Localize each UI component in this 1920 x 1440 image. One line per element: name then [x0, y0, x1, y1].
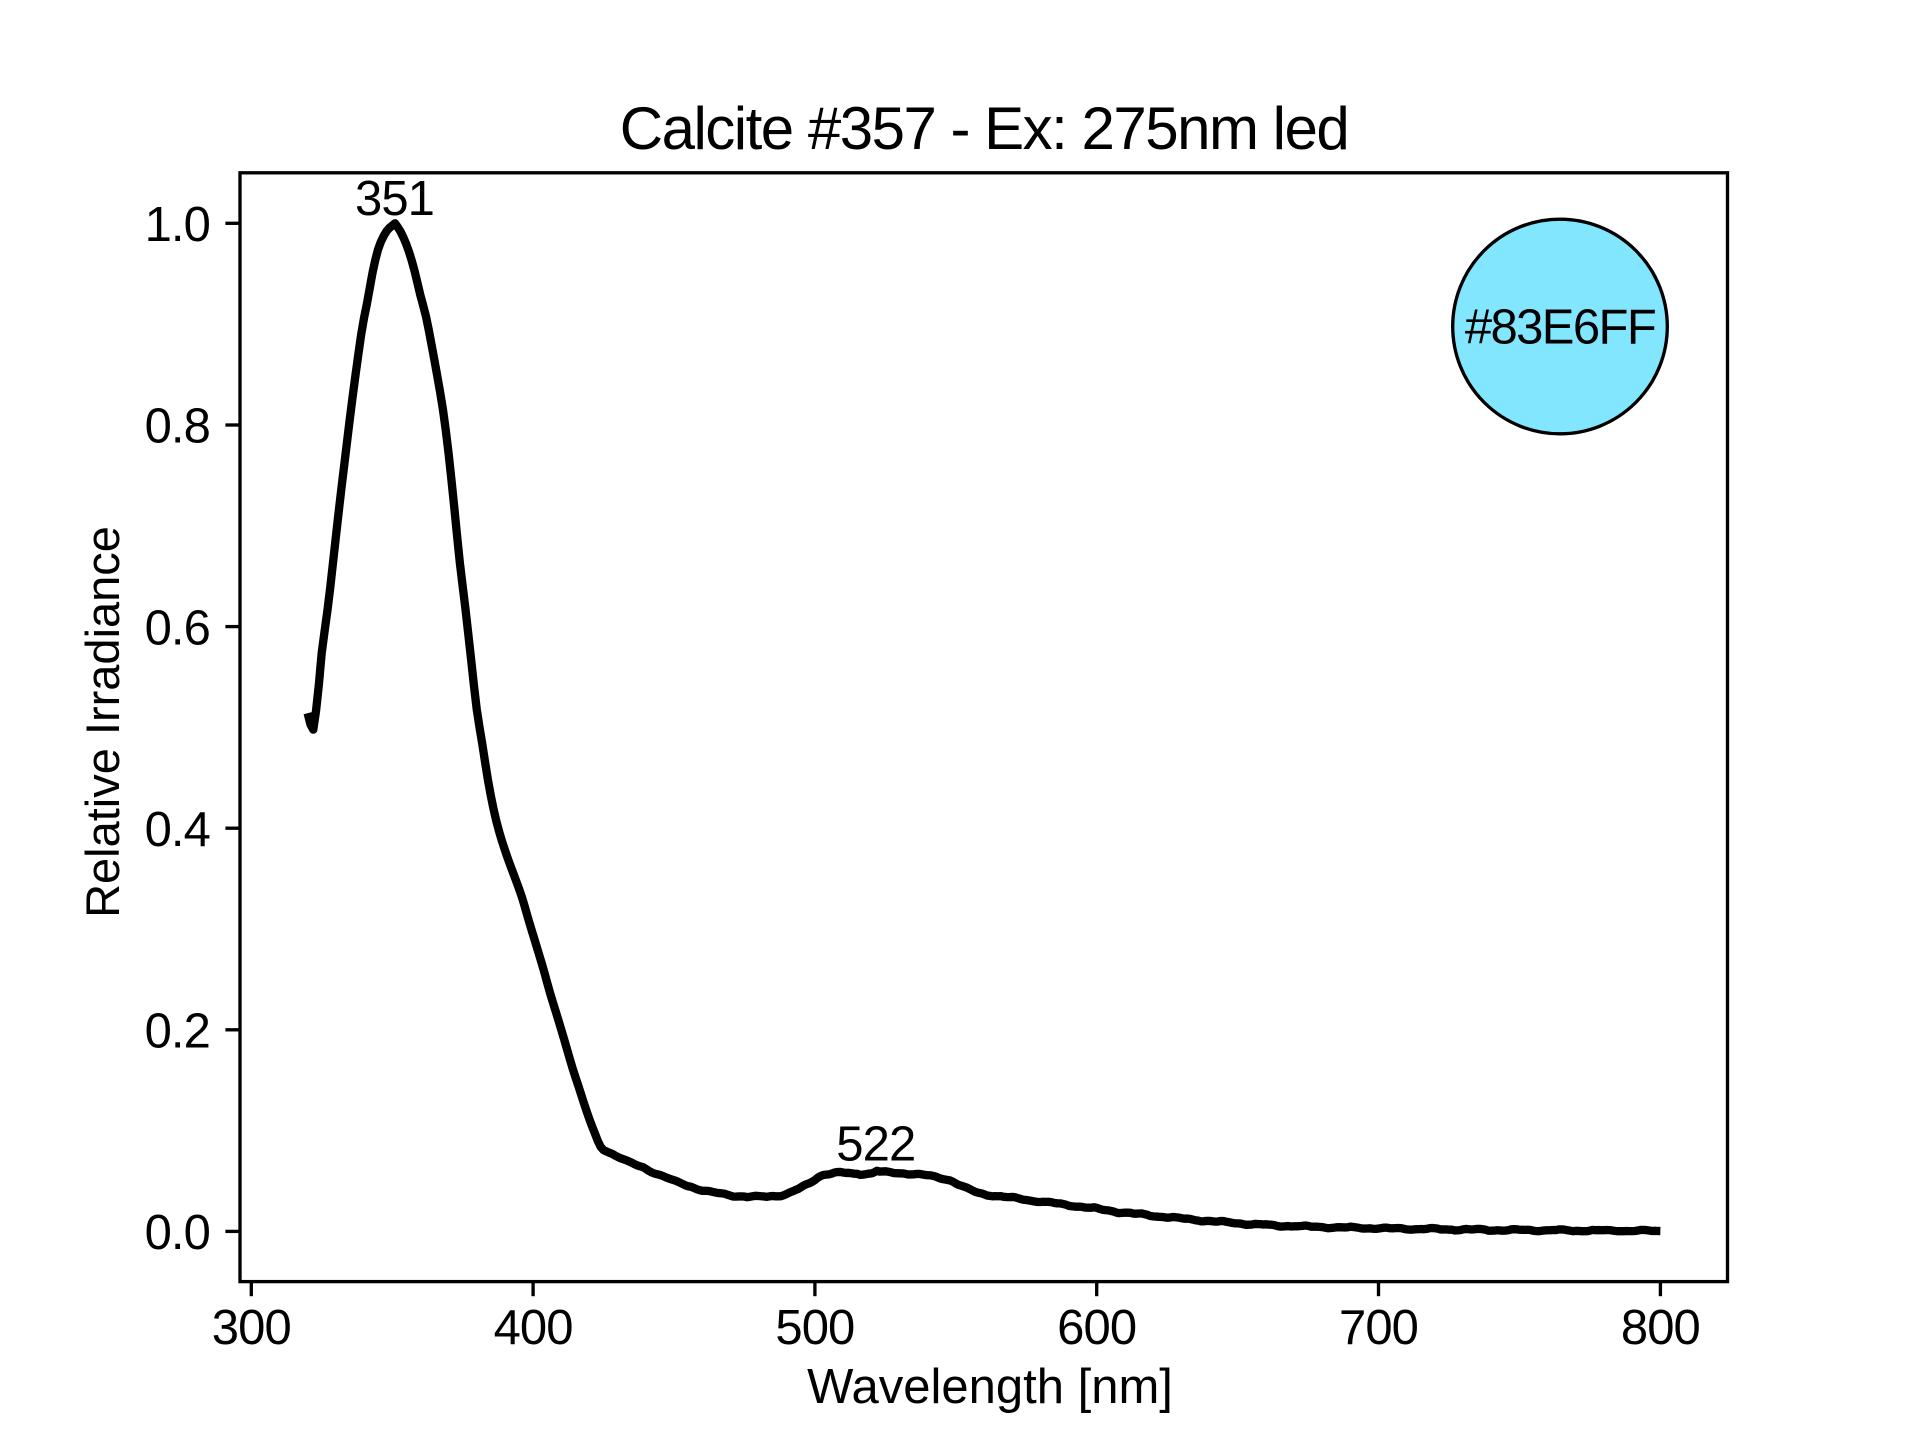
svg-text:Wavelength [nm]: Wavelength [nm] [807, 1360, 1173, 1414]
svg-text:Relative Irradiance: Relative Irradiance [76, 526, 129, 918]
svg-text:Calcite #357 - Ex: 275nm led: Calcite #357 - Ex: 275nm led [620, 95, 1348, 162]
svg-text:1.0: 1.0 [145, 198, 210, 252]
svg-text:0.0: 0.0 [145, 1206, 210, 1260]
svg-text:400: 400 [494, 1301, 573, 1355]
svg-text:700: 700 [1339, 1301, 1418, 1355]
svg-text:0.6: 0.6 [145, 601, 210, 655]
svg-text:800: 800 [1621, 1301, 1700, 1355]
svg-text:300: 300 [212, 1301, 291, 1355]
svg-text:500: 500 [775, 1301, 854, 1355]
svg-text:522: 522 [836, 1118, 915, 1172]
svg-text:0.8: 0.8 [145, 400, 210, 454]
svg-text:0.4: 0.4 [145, 803, 210, 857]
svg-text:351: 351 [355, 172, 434, 226]
svg-text:0.2: 0.2 [145, 1005, 210, 1059]
svg-text:600: 600 [1057, 1301, 1136, 1355]
svg-text:#83E6FF: #83E6FF [1465, 301, 1655, 355]
